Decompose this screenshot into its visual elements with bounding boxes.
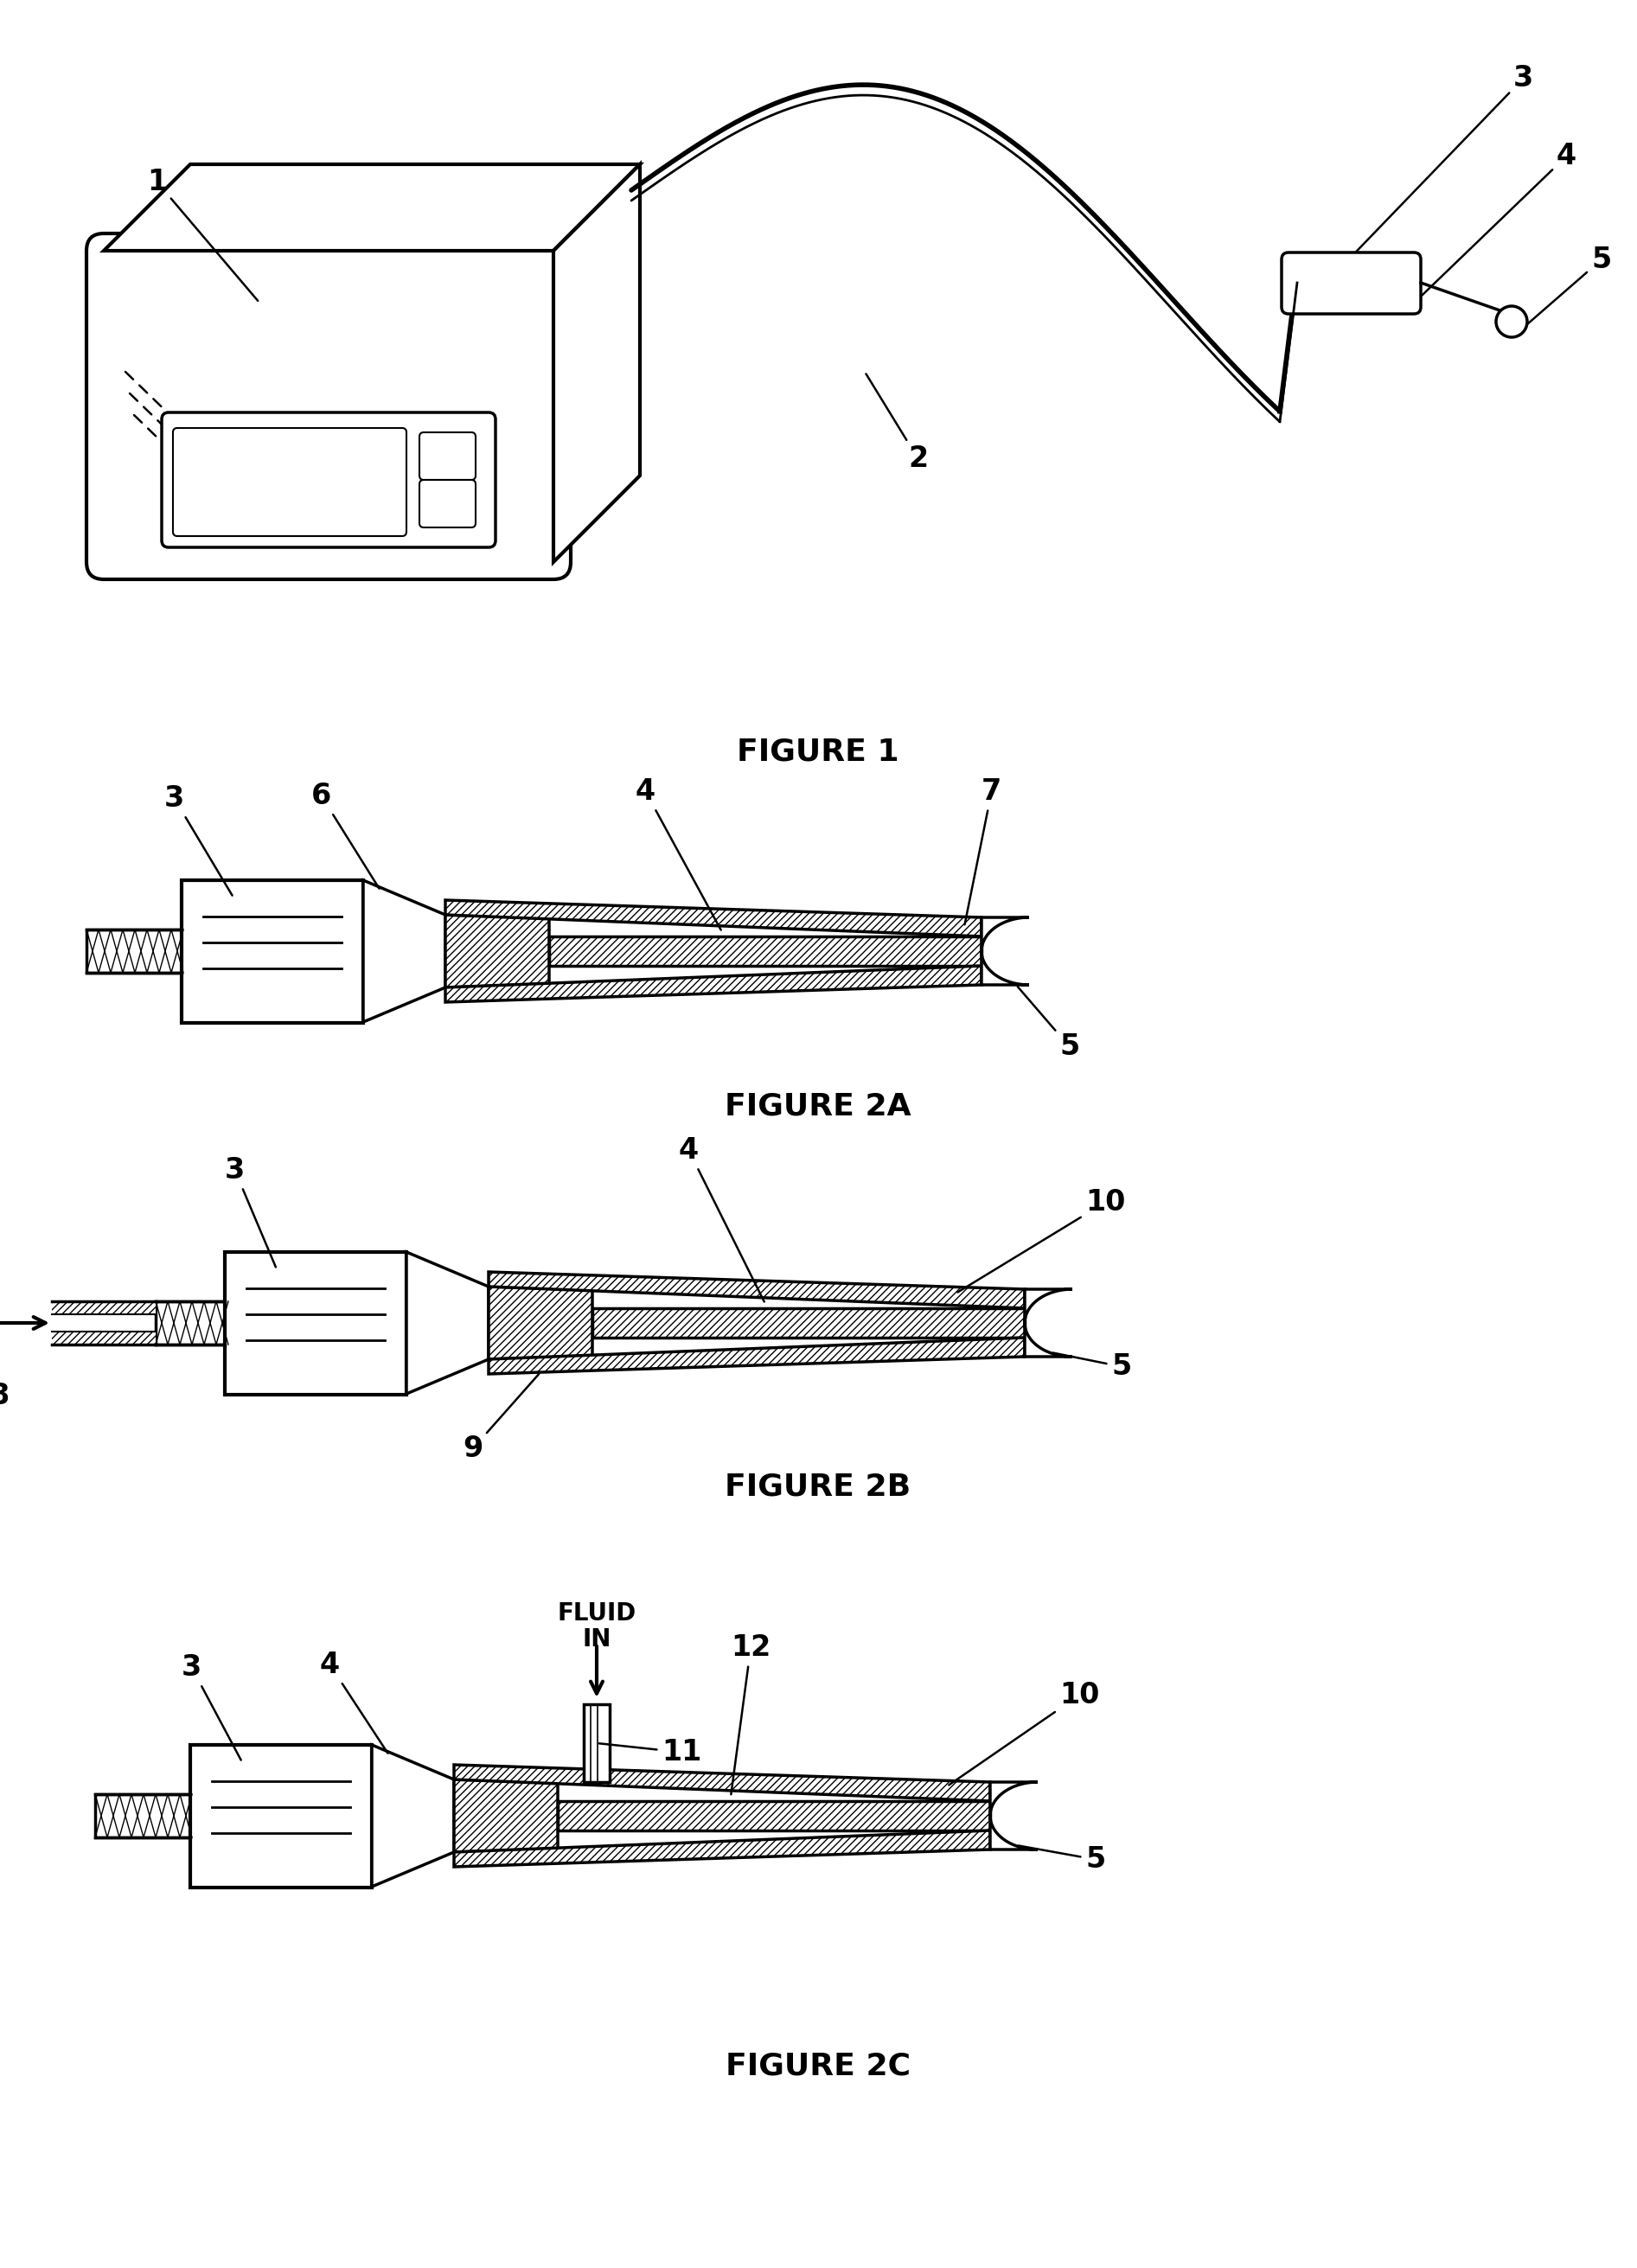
Polygon shape [372, 1744, 453, 1887]
Text: FIGURE 1: FIGURE 1 [737, 737, 899, 767]
Text: 7: 7 [964, 778, 1002, 925]
FancyBboxPatch shape [174, 429, 406, 535]
Text: FIGURE 2C: FIGURE 2C [725, 2053, 910, 2082]
Bar [548, 937, 982, 966]
Text: 4: 4 [635, 778, 720, 930]
Text: 3: 3 [164, 785, 232, 896]
Bar [190, 1744, 372, 1887]
Bar [52, 1331, 156, 1345]
Text: 4: 4 [679, 1136, 764, 1302]
Polygon shape [453, 1780, 558, 1853]
Text: 5: 5 [1018, 987, 1079, 1061]
FancyBboxPatch shape [87, 234, 571, 578]
Bar [52, 1302, 156, 1313]
Polygon shape [488, 1286, 593, 1359]
Polygon shape [453, 1765, 990, 1801]
Text: FIGURE 2B: FIGURE 2B [725, 1472, 912, 1501]
Bar [156, 1302, 224, 1345]
Text: 5: 5 [1018, 1846, 1105, 1873]
Polygon shape [488, 1272, 1025, 1309]
FancyBboxPatch shape [1282, 252, 1421, 313]
Text: 2: 2 [866, 374, 928, 474]
Bar [558, 1801, 990, 1830]
Polygon shape [445, 966, 982, 1002]
Text: 3: 3 [1342, 64, 1534, 265]
Polygon shape [982, 916, 1030, 984]
FancyBboxPatch shape [419, 481, 476, 528]
Polygon shape [445, 914, 548, 987]
Text: 11: 11 [599, 1737, 702, 1767]
Bar [593, 1309, 1025, 1338]
Bar [182, 880, 363, 1023]
Text: 5: 5 [1522, 245, 1611, 329]
Text: 5: 5 [1053, 1352, 1131, 1381]
Text: 10: 10 [958, 1188, 1125, 1293]
Text: 10: 10 [949, 1681, 1100, 1785]
Text: 9: 9 [463, 1374, 539, 1463]
Polygon shape [103, 163, 640, 252]
Polygon shape [990, 1783, 1038, 1848]
Bar [87, 930, 182, 973]
Polygon shape [363, 880, 445, 1023]
Polygon shape [553, 163, 640, 562]
Text: FIGURE 2A: FIGURE 2A [725, 1093, 912, 1120]
Polygon shape [406, 1252, 488, 1395]
Text: 6: 6 [311, 782, 380, 889]
FancyBboxPatch shape [162, 413, 496, 547]
Bar [95, 1794, 190, 1837]
Text: 4: 4 [319, 1651, 388, 1753]
Text: 3: 3 [224, 1157, 275, 1268]
Polygon shape [453, 1830, 990, 1867]
Text: 12: 12 [730, 1633, 771, 1794]
Text: 8: 8 [0, 1381, 10, 1411]
Bar [224, 1252, 406, 1395]
Bar [584, 1703, 609, 1783]
Text: 3: 3 [182, 1653, 241, 1760]
FancyBboxPatch shape [419, 433, 476, 481]
Polygon shape [488, 1338, 1025, 1374]
Text: 1: 1 [147, 168, 259, 302]
Text: IN: IN [583, 1626, 611, 1651]
Circle shape [1496, 306, 1527, 338]
Text: 4: 4 [1403, 143, 1576, 313]
Polygon shape [1025, 1288, 1072, 1356]
Polygon shape [445, 900, 982, 937]
Text: FLUID: FLUID [557, 1601, 637, 1626]
